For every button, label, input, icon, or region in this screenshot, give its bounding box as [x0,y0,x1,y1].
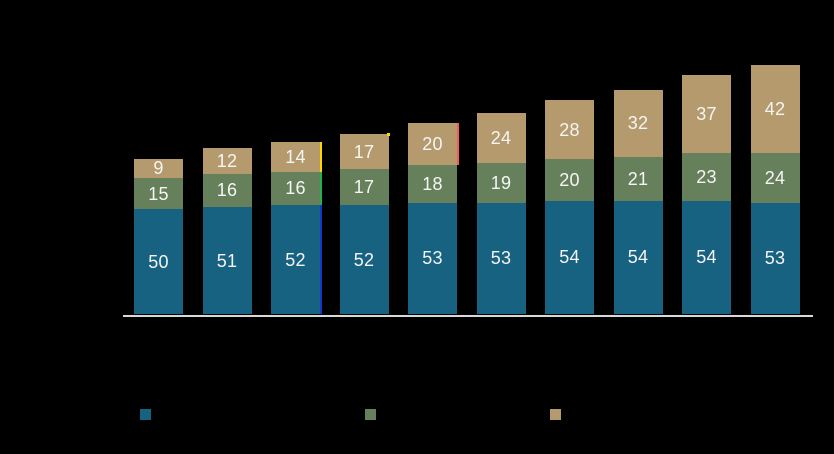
highlight-dot [386,132,390,136]
bar-segment-green: 20 [545,158,594,201]
bar-value-label: 53 [422,248,443,269]
bar: 28 20 54 [545,100,594,314]
bar-value-label: 28 [559,119,580,140]
bar-value-label: 53 [764,248,786,269]
bar: 17 17 52 [339,133,389,314]
bar-value-label: 17 [353,141,375,162]
bar-value-label: 15 [148,183,169,204]
bar-value-label: 16 [285,178,306,199]
bar-value-label: 20 [422,134,443,155]
bar-segment-tan: 20 [408,123,457,166]
bar-segment-tan: 17 [339,133,389,170]
bar-value-label: 32 [627,113,649,134]
bar-segment-tan: 14 [271,142,320,172]
bar-value-label: 54 [559,247,580,268]
bar-value-label: 52 [285,249,306,270]
bar-value-label: 53 [490,248,512,269]
bar-segment-tan: 32 [613,89,663,157]
bar-segment-tan: 12 [202,148,252,174]
bar-value-label: 9 [153,158,164,179]
bar-segment-green: 15 [134,177,183,210]
bar-value-label: 24 [490,128,512,148]
bar: 14 16 52 [271,142,320,314]
highlight-stripe [320,171,322,206]
bar-segment-tan: 24 [476,112,526,164]
bar-value-label: 19 [490,173,512,194]
bar-value-label: 52 [353,249,375,270]
bar-segment-green: 24 [750,152,800,203]
bar-value-label: 18 [422,174,443,195]
bar-value-label: 17 [353,177,375,198]
bar-segment-blue: 52 [271,205,320,314]
bar: 24 19 53 [476,112,526,314]
bar-value-label: 50 [148,251,169,272]
bar: 32 21 54 [613,89,663,314]
bar-value-label: 37 [696,103,717,124]
bar-segment-blue: 54 [682,200,731,314]
bar-segment-green: 16 [202,173,252,208]
bar-value-label: 16 [216,180,238,201]
bar-segment-tan: 37 [682,75,731,153]
bar-segment-blue: 54 [545,200,594,314]
bar-segment-green: 17 [339,169,389,206]
legend-swatch-blue [140,409,151,420]
highlight-stripe [320,142,322,172]
bar-segment-blue: 53 [476,202,526,314]
bar-segment-blue: 52 [339,205,389,314]
bar-segment-blue: 53 [750,202,800,314]
bar-segment-green: 23 [682,152,731,201]
bar: 42 24 53 [750,64,800,314]
bar-value-label: 54 [696,247,717,268]
bar: 37 23 54 [682,75,731,314]
bar-segment-blue: 53 [408,202,457,314]
bar-value-label: 14 [285,146,306,167]
highlight-stripe [457,123,459,166]
bar-segment-blue: 54 [613,200,663,314]
bar: 20 18 53 [408,123,457,314]
bar-segment-green: 18 [408,165,457,203]
bar-value-label: 20 [559,169,580,190]
bar: 9 15 50 [134,158,183,314]
bar-segment-tan: 28 [545,100,594,159]
bar-segment-green: 19 [476,163,526,203]
bar-segment-tan: 9 [134,158,183,179]
bar-segment-green: 16 [271,171,320,206]
bar: 12 16 51 [202,148,252,314]
bar-value-label: 21 [627,168,649,189]
bar-value-label: 23 [696,166,717,187]
legend-swatch-green [365,409,376,420]
legend-swatch-tan [550,409,561,420]
bar-segment-green: 21 [613,156,663,201]
x-axis-line [123,315,813,317]
bar-value-label: 54 [627,247,649,268]
bar-value-label: 24 [764,167,786,188]
bar-value-label: 51 [216,250,238,271]
bar-segment-tan: 42 [750,64,800,153]
bar-value-label: 42 [764,98,786,119]
highlight-stripe [320,205,322,314]
bar-segment-blue: 51 [202,207,252,314]
bar-segment-blue: 50 [134,209,183,314]
bar-value-label: 12 [216,151,238,172]
